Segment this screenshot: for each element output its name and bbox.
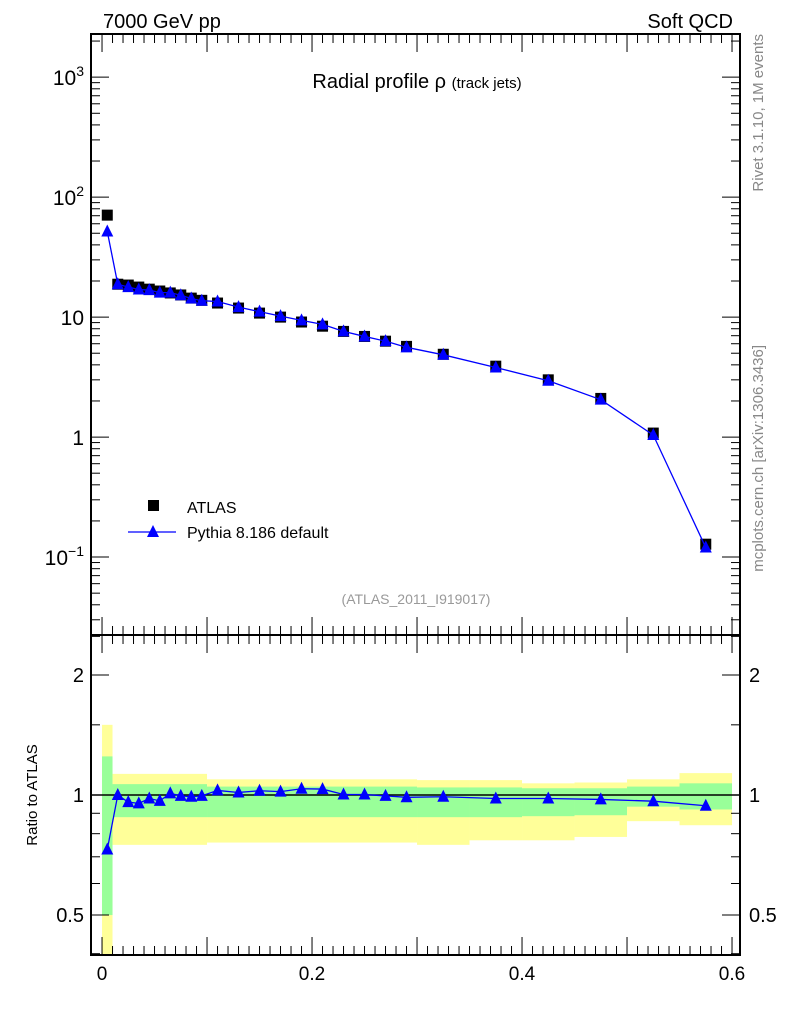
ratio-point <box>489 791 502 804</box>
header-right: Soft QCD <box>647 11 733 33</box>
atlas-series <box>101 209 712 550</box>
x-tick-label: 0.4 <box>509 964 536 985</box>
pythia-point <box>185 291 198 304</box>
legend-pythia-marker <box>147 525 159 537</box>
pythia-point <box>164 285 177 298</box>
pythia-point <box>295 313 308 326</box>
pythia-point <box>699 540 712 553</box>
ratio-y-tick-label: 2 <box>73 665 84 687</box>
chart-title: Radial profile ρ (track jets) <box>312 71 521 93</box>
ratio-point <box>111 788 124 801</box>
ratio-y-axis-label: Ratio to ATLAS <box>24 744 41 845</box>
legend-pythia-label: Pythia 8.186 default <box>187 525 329 542</box>
pythia-point <box>132 282 145 295</box>
side-label-rivet: Rivet 3.1.10, 1M events <box>750 34 767 192</box>
ratio-point <box>542 791 555 804</box>
ratio-y-tick-label-right: 2 <box>749 665 760 687</box>
ratio-series <box>101 781 712 855</box>
ratio-point <box>174 788 187 801</box>
pythia-point <box>316 317 329 330</box>
ratio-point <box>122 795 135 808</box>
ratio-point <box>437 789 450 802</box>
ratio-point <box>699 798 712 811</box>
ratio-point <box>153 793 166 806</box>
pythia-point <box>542 373 555 386</box>
ratio-y-tick-label: 0.5 <box>56 905 84 927</box>
pythia-point <box>274 309 287 322</box>
pythia-point <box>437 347 450 360</box>
band-inner <box>102 756 113 916</box>
pythia-point <box>337 324 350 337</box>
pythia-point <box>379 334 392 347</box>
x-tick-label: 0.6 <box>719 964 745 985</box>
y-tick-label: 103 <box>53 63 84 90</box>
legend-atlas-marker <box>148 500 159 511</box>
pythia-point <box>195 293 208 306</box>
ratio-point <box>195 788 208 801</box>
ratio-point <box>379 788 392 801</box>
ratio-point <box>185 789 198 802</box>
pythia-point <box>143 283 156 296</box>
ratio-point <box>232 785 245 798</box>
x-tick-label: 0 <box>97 964 108 985</box>
ratio-bands <box>102 724 733 955</box>
pythia-point <box>174 288 187 301</box>
y-tick-label: 10 <box>61 307 84 330</box>
ratio-point <box>647 794 660 807</box>
legend-atlas-label: ATLAS <box>187 500 237 517</box>
pythia-point <box>101 224 114 237</box>
atlas-point <box>101 209 113 221</box>
pythia-point <box>253 304 266 317</box>
y-tick-label: 1 <box>72 427 84 450</box>
pythia-point <box>122 280 135 293</box>
ratio-point <box>594 792 607 805</box>
pythia-point <box>489 360 502 373</box>
pythia-point <box>211 294 224 307</box>
pythia-point <box>111 277 124 290</box>
header-left: 7000 GeV pp <box>103 11 221 33</box>
pythia-point <box>232 300 245 313</box>
main-frame <box>90 33 741 636</box>
ratio-point <box>132 796 145 809</box>
pythia-point <box>358 329 371 342</box>
x-tick-label: 0.2 <box>299 964 325 985</box>
ratio-point <box>143 791 156 804</box>
ratio-point <box>101 842 114 855</box>
side-label-mcplots: mcplots.cern.ch [arXiv:1306.3436] <box>750 345 767 572</box>
analysis-id: (ATLAS_2011_I919017) <box>342 591 491 607</box>
ratio-point <box>211 783 224 796</box>
ratio-point <box>316 782 329 795</box>
pythia-point <box>647 428 660 441</box>
y-tick-label: 102 <box>53 183 84 210</box>
ratio-point <box>400 790 413 803</box>
ratio-y-tick-label: 1 <box>73 785 84 807</box>
pythia-point <box>153 285 166 298</box>
ratio-point <box>274 784 287 797</box>
ratio-point <box>337 787 350 800</box>
ratio-point <box>164 786 177 799</box>
ratio-y-tick-label-right: 0.5 <box>749 905 777 927</box>
pythia-series <box>101 224 712 553</box>
y-tick-label: 10−1 <box>45 543 85 570</box>
ratio-point <box>295 781 308 794</box>
pythia-point <box>400 340 413 353</box>
pythia-point <box>594 392 607 405</box>
ratio-point <box>358 787 371 800</box>
ratio-point <box>253 783 266 796</box>
ratio-y-tick-label-right: 1 <box>749 785 760 807</box>
